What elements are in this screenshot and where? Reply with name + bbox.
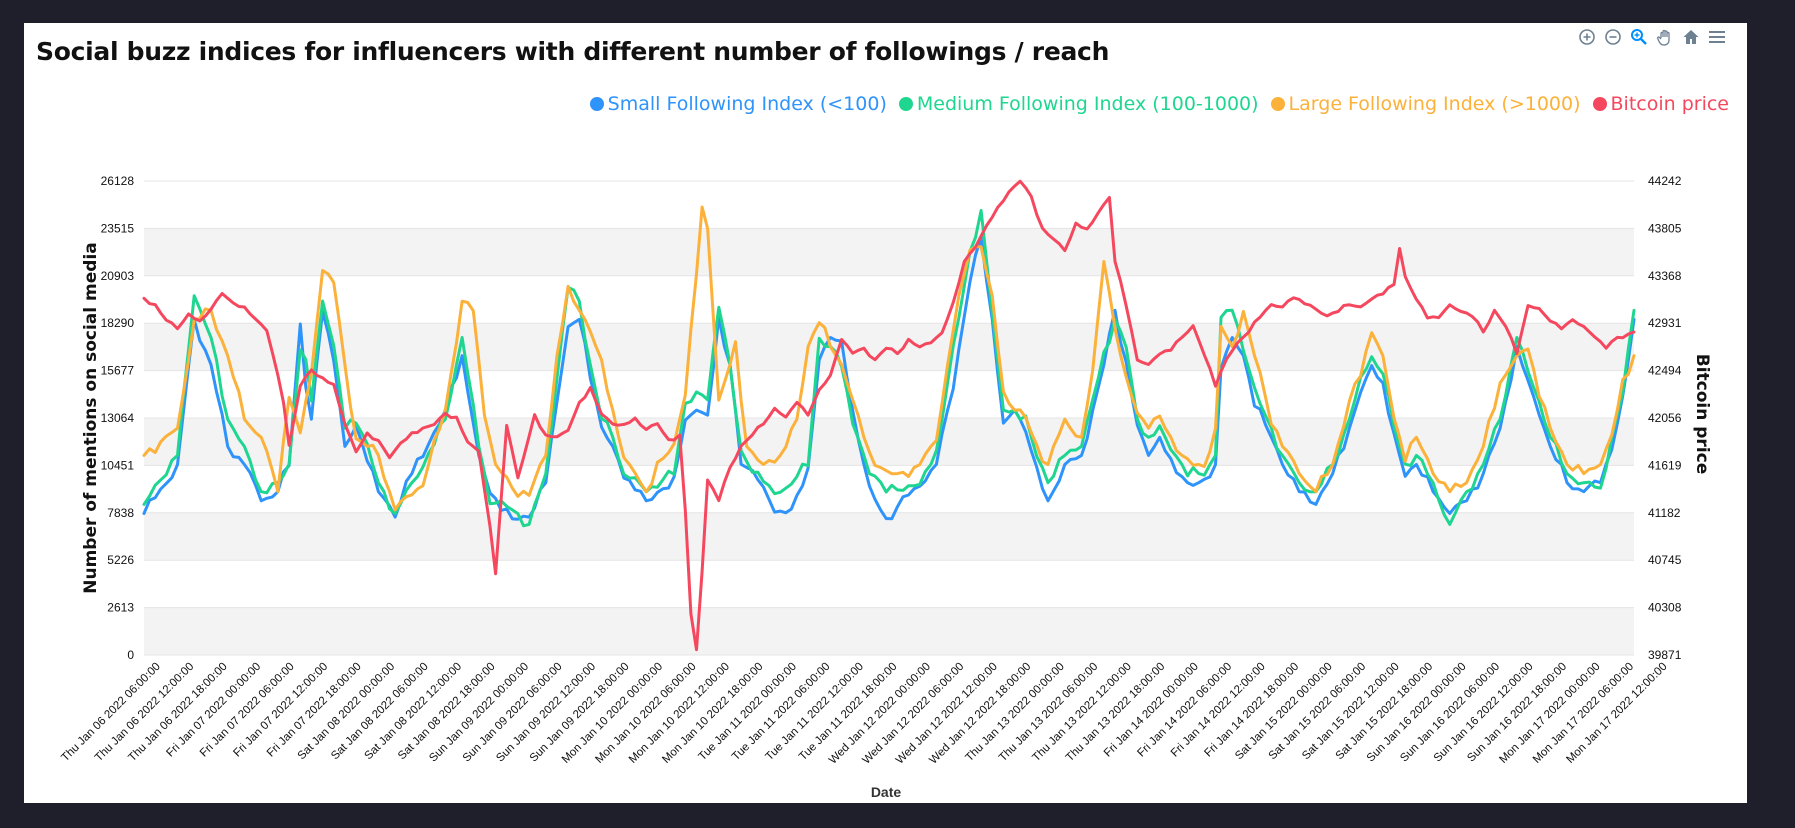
y2-tick-label: 41182	[1648, 506, 1681, 520]
chart-title: Social buzz indices for influencers with…	[36, 37, 1110, 66]
chart-card: 0 2613 5226 7838 10451 13064 15677 18290 20903 23…	[24, 23, 1747, 803]
grid-bands	[144, 228, 1634, 655]
y2-tick-label: 43805	[1648, 221, 1682, 235]
y-axis-right-title: Bitcoin price	[1692, 354, 1712, 475]
legend-item-large[interactable]: Large Following Index (>1000)	[1270, 93, 1581, 115]
y-tick-label: 7838	[107, 506, 134, 520]
menu-icon[interactable]	[1707, 27, 1727, 47]
series-line-large[interactable]	[142, 205, 1636, 512]
y2-tick-label: 42931	[1648, 316, 1682, 330]
legend-item-bitcoin[interactable]: Bitcoin price	[1592, 93, 1729, 115]
legend-label-small: Small Following Index (<100)	[607, 93, 887, 115]
legend-marker-small	[589, 97, 604, 111]
chart-plot: 0 2613 5226 7838 10451 13064 15677 18290 20903 23…	[59, 174, 1712, 800]
legend-marker-large	[1270, 97, 1285, 111]
y-tick-label: 13064	[101, 411, 135, 425]
y-axis-right-ticks: 39871 40308 40745 41182 41619 42056 42494 42931…	[1648, 174, 1682, 662]
y-tick-label: 18290	[101, 316, 135, 330]
zoom-select-icon[interactable]	[1629, 27, 1649, 47]
y2-tick-label: 39871	[1648, 648, 1682, 662]
y-tick-label: 20903	[101, 269, 135, 283]
grid-band	[144, 512, 1634, 561]
home-reset-icon[interactable]	[1681, 27, 1701, 47]
y2-tick-label: 42494	[1648, 364, 1682, 378]
y-tick-label: 0	[127, 648, 134, 662]
legend-label-large: Large Following Index (>1000)	[1288, 93, 1581, 115]
chart-legend: Small Following Index (<100) Medium Foll…	[589, 93, 1729, 115]
y-tick-label: 5226	[107, 553, 134, 567]
y-tick-label: 2613	[107, 601, 134, 615]
legend-marker-medium	[898, 97, 913, 111]
pan-hand-icon[interactable]	[1655, 27, 1675, 47]
y2-tick-label: 40308	[1648, 601, 1682, 615]
y-tick-label: 10451	[101, 458, 135, 472]
series-line-medium[interactable]	[142, 209, 1636, 528]
zoom-in-icon[interactable]	[1577, 27, 1597, 47]
chart-toolbar	[1577, 27, 1727, 47]
legend-item-small[interactable]: Small Following Index (<100)	[589, 93, 887, 115]
series-line-bitcoin[interactable]	[142, 179, 1636, 652]
legend-item-medium[interactable]: Medium Following Index (100-1000)	[898, 93, 1259, 115]
legend-marker-bitcoin	[1592, 97, 1607, 111]
y2-tick-label: 44242	[1648, 174, 1682, 188]
series-lines[interactable]	[142, 179, 1636, 652]
series-line-small[interactable]	[142, 236, 1636, 521]
legend-label-medium: Medium Following Index (100-1000)	[916, 93, 1259, 115]
y-tick-label: 15677	[101, 364, 135, 378]
y-tick-label: 23515	[101, 221, 135, 235]
grid-band	[144, 607, 1634, 655]
y-tick-label: 26128	[101, 174, 135, 188]
x-axis-title: Date	[871, 784, 902, 800]
legend-label-bitcoin: Bitcoin price	[1610, 93, 1729, 115]
y2-tick-label: 41619	[1648, 458, 1682, 472]
y2-tick-label: 42056	[1648, 411, 1682, 425]
grid-band	[144, 323, 1634, 371]
y-axis-left-title: Number of mentions on social media	[81, 242, 101, 594]
y-axis-left-ticks: 0 2613 5226 7838 10451 13064 15677 18290 20903 23…	[101, 174, 135, 662]
y2-tick-label: 43368	[1648, 269, 1682, 283]
y2-tick-label: 40745	[1648, 553, 1682, 567]
zoom-out-icon[interactable]	[1603, 27, 1623, 47]
grid-band	[144, 228, 1634, 276]
grid-band	[144, 418, 1634, 466]
